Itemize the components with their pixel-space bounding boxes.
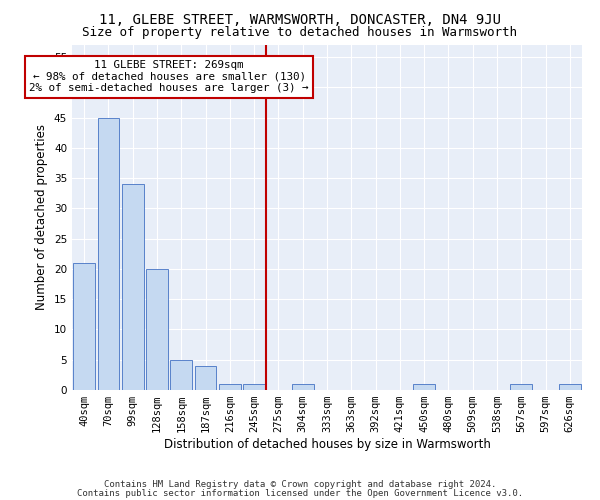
Text: 11 GLEBE STREET: 269sqm
← 98% of detached houses are smaller (130)
2% of semi-de: 11 GLEBE STREET: 269sqm ← 98% of detache… [29,60,309,94]
X-axis label: Distribution of detached houses by size in Warmsworth: Distribution of detached houses by size … [164,438,490,451]
Text: Contains public sector information licensed under the Open Government Licence v3: Contains public sector information licen… [77,489,523,498]
Bar [194,366,217,390]
Bar [122,184,143,390]
Bar [511,384,532,390]
Bar [219,384,241,390]
Bar [73,263,95,390]
Text: Size of property relative to detached houses in Warmsworth: Size of property relative to detached ho… [83,26,517,39]
Text: 11, GLEBE STREET, WARMSWORTH, DONCASTER, DN4 9JU: 11, GLEBE STREET, WARMSWORTH, DONCASTER,… [99,12,501,26]
Bar [243,384,265,390]
Bar [97,118,119,390]
Y-axis label: Number of detached properties: Number of detached properties [35,124,49,310]
Bar [146,269,168,390]
Bar [559,384,581,390]
Bar [413,384,435,390]
Text: Contains HM Land Registry data © Crown copyright and database right 2024.: Contains HM Land Registry data © Crown c… [104,480,496,489]
Bar [292,384,314,390]
Bar [170,360,192,390]
